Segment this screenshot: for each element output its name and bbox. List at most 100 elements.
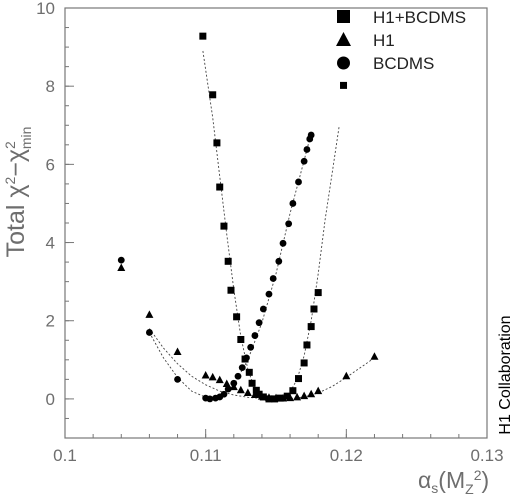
collaboration-label: H1 Collaboration [497, 315, 514, 434]
point-square [248, 379, 256, 387]
point-circle [255, 319, 263, 327]
point-circle [303, 146, 311, 153]
point-circle [289, 200, 297, 207]
point-circle [224, 385, 232, 393]
point-circle [206, 395, 214, 403]
x-tick-label: 0.13 [470, 446, 503, 465]
y-tick-label: 6 [46, 155, 55, 174]
legend-label-h1-bcdms: H1+BCDMS [373, 8, 466, 27]
point-circle [238, 364, 246, 372]
x-tick-label: 0.12 [330, 446, 363, 465]
point-circle [259, 305, 267, 313]
y-tick-label: 8 [46, 77, 55, 96]
legend: H1+BCDMS H1 BCDMS [336, 8, 466, 73]
point-square [283, 392, 291, 400]
point-triangle [215, 375, 224, 384]
point-square [233, 313, 241, 321]
point-circle [146, 329, 153, 336]
point-circle [234, 372, 242, 380]
x-axis-title-alpha: α [418, 467, 431, 493]
legend-marker-bcdms [337, 56, 350, 70]
point-triangle [279, 394, 288, 402]
x-axis-title-sub-z: Z [465, 481, 474, 497]
y-axis-title-sup-min: 2 [2, 141, 18, 149]
point-triangle [293, 392, 302, 401]
point-triangle [300, 391, 309, 400]
y-axis-title: Total χ2−χ2min [2, 127, 34, 258]
x-axis-title: αs(MZ2) [418, 467, 489, 497]
point-square [216, 183, 224, 191]
point-triangle [243, 388, 252, 397]
data-marks [117, 32, 379, 403]
y-axis-title-chi: χ [2, 185, 30, 198]
point-triangle [286, 393, 295, 402]
point-circle [230, 379, 238, 387]
y-tick-label: 4 [46, 234, 55, 253]
point-triangle [208, 372, 217, 381]
point-triangle [222, 379, 231, 388]
point-circle [247, 343, 255, 351]
point-triangle [117, 263, 126, 271]
x-axis-title-paren: (M [438, 467, 465, 493]
point-circle [295, 178, 302, 186]
point-square [245, 368, 253, 376]
x-axis-title-sup-2: 2 [474, 467, 482, 483]
point-circle [117, 256, 125, 264]
point-circle [307, 131, 315, 139]
point-square [289, 387, 297, 395]
point-circle [269, 275, 277, 282]
y-axis-title-prefix: Total [2, 198, 30, 258]
point-square [224, 257, 232, 265]
point-triangle [145, 310, 154, 318]
point-triangle [250, 390, 259, 398]
y-axis-title-sup: 2 [2, 177, 18, 185]
point-triangle [272, 393, 280, 402]
point-triangle [236, 385, 245, 394]
x-tick-label: 0.11 [190, 446, 222, 465]
fit-curves [149, 50, 375, 400]
legend-label-h1: H1 [373, 31, 395, 50]
x-tick-label: 0.1 [53, 446, 77, 465]
point-square [199, 32, 207, 40]
y-axis-title-sub-min: min [18, 127, 34, 150]
point-square [252, 386, 260, 394]
point-square [300, 359, 308, 367]
point-square [209, 91, 217, 99]
x-axis-title-close: ) [481, 467, 489, 493]
point-triangle [264, 393, 273, 401]
point-circle [243, 354, 250, 362]
point-circle [285, 220, 293, 228]
x-axis-title-sub-s: s [431, 480, 438, 496]
point-square [227, 286, 235, 294]
y-tick-label: 10 [36, 0, 55, 18]
point-square [307, 323, 315, 331]
y-tick-label: 2 [46, 312, 55, 331]
point-square [340, 81, 348, 89]
legend-label-bcdms: BCDMS [373, 54, 434, 73]
point-square [303, 341, 311, 349]
legend-marker-h1-bcdms [337, 10, 350, 23]
point-triangle [307, 389, 316, 398]
point-square [295, 375, 303, 383]
point-circle [174, 375, 181, 383]
y-axis-title-minus: − [2, 162, 30, 177]
legend-marker-h1 [336, 32, 351, 46]
y-tick-label: 0 [46, 390, 55, 409]
y-axis-title-chi-min: χ [2, 149, 30, 162]
point-triangle [173, 347, 182, 355]
point-square [237, 335, 245, 343]
point-square [276, 394, 284, 402]
point-circle [275, 257, 283, 265]
point-triangle [314, 386, 323, 395]
point-triangle [201, 370, 210, 379]
fit-curve [149, 328, 375, 400]
fit-curve [149, 132, 312, 399]
point-circle [220, 390, 228, 398]
point-square [314, 289, 322, 297]
point-triangle [257, 392, 266, 400]
point-triangle [342, 371, 351, 380]
point-circle [251, 332, 259, 339]
point-square [310, 305, 318, 313]
point-square [213, 139, 221, 147]
